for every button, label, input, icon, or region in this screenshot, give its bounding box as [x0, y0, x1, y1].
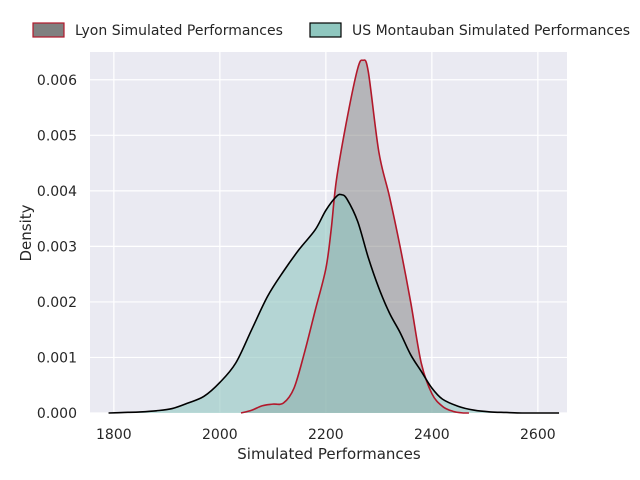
y-tick-label: 0.001: [37, 350, 77, 366]
y-axis-label: Density: [17, 204, 35, 261]
legend: Lyon Simulated Performances US Montauban…: [32, 22, 630, 39]
y-ticks: 0.000 0.001 0.002 0.003 0.004 0.005 0.006: [37, 73, 77, 422]
legend-swatch-lyon: [32, 22, 65, 38]
x-tick-label: 2600: [520, 427, 556, 443]
y-tick-label: 0.000: [37, 406, 77, 422]
y-tick-label: 0.006: [37, 73, 77, 89]
y-tick-label: 0.003: [37, 239, 77, 255]
x-ticks: 1800 2000 2200 2400 2600: [96, 427, 556, 443]
x-tick-label: 2200: [308, 427, 344, 443]
legend-label-us-montauban: US Montauban Simulated Performances: [352, 23, 630, 39]
legend-swatch-us-montauban: [309, 22, 342, 38]
density-line-us-montauban: [108, 193, 560, 414]
y-tick-label: 0.005: [37, 128, 77, 144]
x-tick-label: 1800: [96, 427, 132, 443]
density-area-us-montauban: [108, 194, 560, 413]
x-tick-label: 2000: [202, 427, 238, 443]
density-areas: [108, 59, 560, 414]
x-axis-label: Simulated Performances: [237, 445, 421, 463]
density-line-lyon: [240, 59, 469, 414]
y-tick-label: 0.002: [37, 295, 77, 311]
y-tick-label: 0.004: [37, 184, 77, 200]
x-tick-label: 2400: [414, 427, 450, 443]
legend-label-lyon: Lyon Simulated Performances: [75, 23, 283, 39]
